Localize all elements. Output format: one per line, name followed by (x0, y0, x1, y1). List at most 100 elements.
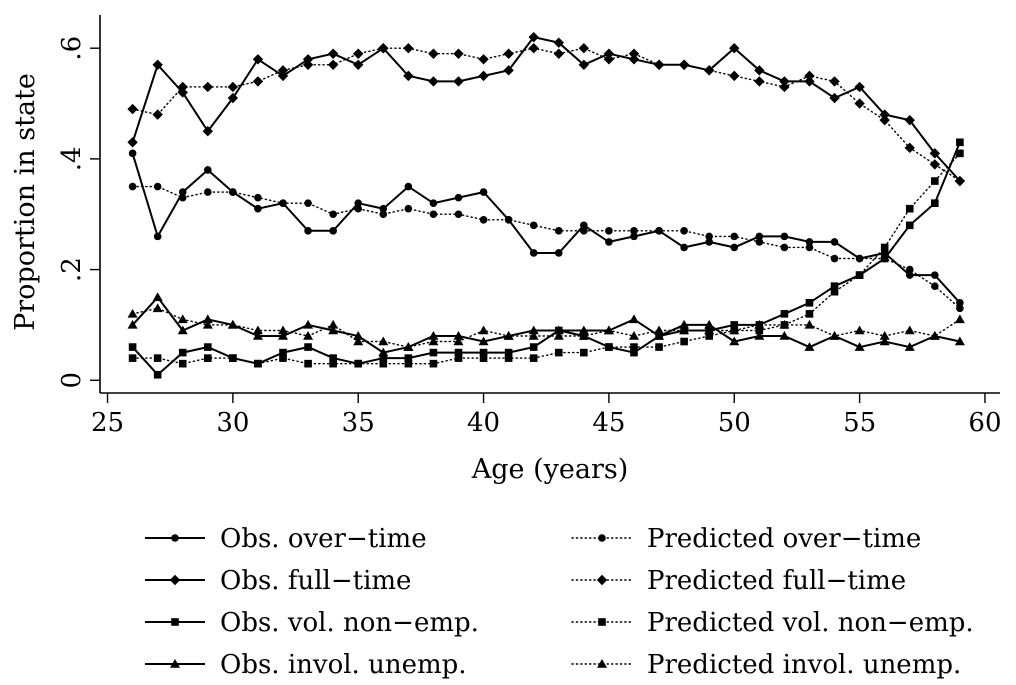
data-point (504, 348, 513, 357)
data-point (528, 31, 539, 43)
data-point (152, 59, 163, 71)
x-tick-label: 45 (592, 408, 625, 438)
legend-label: Predicted over−time (647, 524, 921, 554)
data-point (152, 303, 163, 313)
data-point (829, 92, 840, 104)
y-axis-title: Proportion in state (10, 73, 41, 331)
x-tick-label: 50 (718, 408, 751, 438)
data-point (378, 336, 389, 346)
data-point (729, 43, 740, 54)
data-point (379, 210, 388, 219)
data-point (655, 343, 663, 351)
legend-marker (597, 659, 607, 668)
data-point (804, 319, 815, 329)
data-point (931, 199, 939, 207)
data-point (931, 271, 939, 279)
legend-marker (598, 534, 606, 542)
data-point (177, 325, 188, 335)
data-point (904, 342, 915, 351)
data-point (603, 325, 614, 335)
data-point (805, 298, 814, 307)
data-point (929, 330, 940, 340)
data-point (252, 76, 264, 87)
data-point (630, 232, 638, 241)
data-point (277, 65, 289, 76)
data-point (705, 332, 713, 340)
data-point (227, 92, 239, 104)
legend-label: Obs. vol. non−emp. (220, 608, 479, 638)
data-point (428, 330, 439, 340)
data-point (454, 348, 463, 357)
legend-label: Obs. full−time (220, 566, 411, 596)
series-5 (127, 43, 966, 187)
data-point (153, 232, 162, 241)
data-point (854, 342, 865, 351)
series-line (131, 35, 961, 182)
data-point (954, 336, 965, 346)
series-3 (127, 292, 965, 357)
data-point (303, 330, 314, 340)
data-point (478, 70, 489, 82)
data-point (580, 227, 588, 235)
series-layer (127, 31, 966, 379)
legend-item: Obs. invol. unemp. (145, 650, 467, 680)
data-point (303, 319, 314, 329)
data-point (254, 359, 262, 368)
data-point (304, 227, 312, 235)
data-point (880, 243, 889, 252)
data-point (754, 76, 765, 87)
data-point (754, 65, 765, 76)
data-point (628, 330, 639, 340)
data-point (528, 330, 539, 340)
data-point (655, 227, 663, 235)
data-point (730, 243, 739, 252)
data-point (478, 336, 489, 346)
data-point (353, 59, 364, 71)
data-point (779, 81, 790, 93)
data-point (178, 188, 187, 196)
data-point (680, 337, 688, 346)
data-point (379, 204, 388, 213)
data-point (954, 175, 966, 187)
data-point (428, 48, 439, 59)
data-point (679, 319, 690, 329)
data-point (628, 314, 639, 324)
data-point (479, 354, 488, 362)
data-point (680, 326, 688, 335)
data-point (580, 221, 588, 230)
data-point (504, 354, 513, 362)
data-point (905, 265, 914, 274)
data-point (854, 98, 865, 109)
data-point (152, 109, 163, 120)
x-tick-label: 55 (843, 408, 876, 438)
x-tick-label: 35 (342, 408, 375, 438)
data-point (553, 48, 564, 59)
data-point (628, 54, 640, 65)
legend: Obs. over−time Obs. full−time Obs. vol. no… (145, 524, 974, 680)
data-point (580, 348, 588, 357)
data-point (829, 330, 840, 340)
data-point (905, 271, 914, 279)
data-point (654, 325, 665, 335)
legend-label: Obs. over−time (220, 524, 427, 554)
data-point (529, 354, 538, 362)
legend-label: Predicted full−time (647, 566, 906, 596)
data-point (553, 37, 564, 48)
legend-marker (171, 618, 179, 626)
data-point (755, 326, 764, 335)
data-point (329, 354, 337, 362)
data-point (630, 348, 638, 357)
data-point (678, 59, 690, 71)
data-point (403, 342, 414, 351)
data-point (429, 199, 438, 207)
data-point (279, 348, 287, 357)
data-point (654, 330, 665, 340)
data-point (879, 109, 890, 120)
data-point (603, 54, 615, 65)
data-point (354, 199, 363, 207)
data-point (879, 336, 890, 346)
data-point (755, 321, 764, 329)
data-point (854, 325, 865, 335)
data-point (403, 70, 414, 82)
